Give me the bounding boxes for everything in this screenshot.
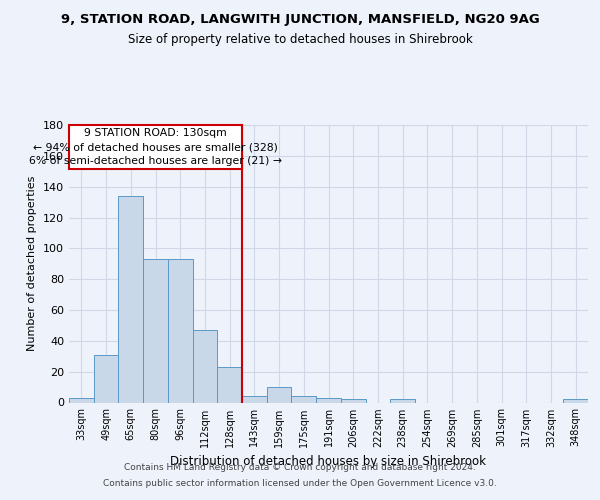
- X-axis label: Distribution of detached houses by size in Shirebrook: Distribution of detached houses by size …: [170, 455, 487, 468]
- Text: 9 STATION ROAD: 130sqm
← 94% of detached houses are smaller (328)
6% of semi-det: 9 STATION ROAD: 130sqm ← 94% of detached…: [29, 128, 282, 166]
- Bar: [390, 400, 415, 402]
- Bar: [168, 259, 193, 402]
- Bar: [193, 330, 217, 402]
- Text: Contains public sector information licensed under the Open Government Licence v3: Contains public sector information licen…: [103, 478, 497, 488]
- Bar: [143, 259, 168, 402]
- Bar: [563, 400, 588, 402]
- Bar: [118, 196, 143, 402]
- Text: Size of property relative to detached houses in Shirebrook: Size of property relative to detached ho…: [128, 32, 472, 46]
- Bar: [94, 354, 118, 403]
- Bar: [267, 387, 292, 402]
- Bar: [316, 398, 341, 402]
- Bar: [69, 398, 94, 402]
- Text: 9, STATION ROAD, LANGWITH JUNCTION, MANSFIELD, NG20 9AG: 9, STATION ROAD, LANGWITH JUNCTION, MANS…: [61, 12, 539, 26]
- Bar: [242, 396, 267, 402]
- Bar: [292, 396, 316, 402]
- Bar: [341, 400, 365, 402]
- Text: Contains HM Land Registry data © Crown copyright and database right 2024.: Contains HM Land Registry data © Crown c…: [124, 464, 476, 472]
- Bar: [69, 125, 242, 170]
- Y-axis label: Number of detached properties: Number of detached properties: [28, 176, 37, 352]
- Bar: [217, 367, 242, 402]
